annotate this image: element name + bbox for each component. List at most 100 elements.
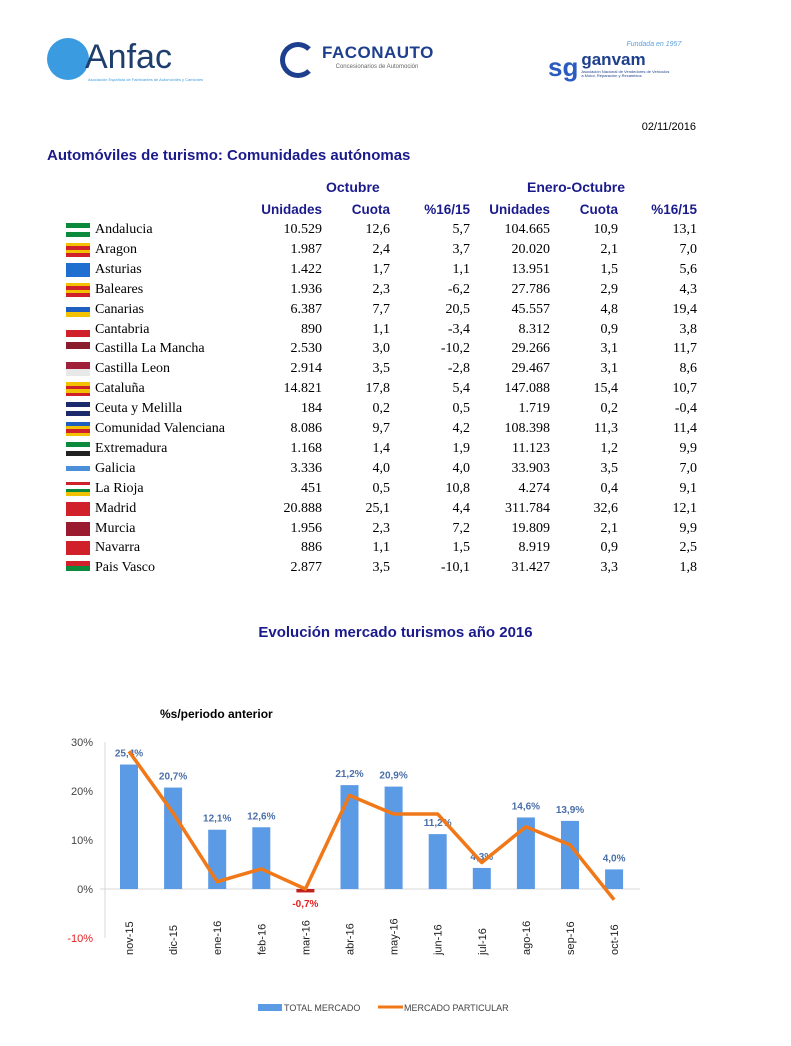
bar-total-mercado [428, 834, 447, 889]
legend-swatch-total-mercado [258, 1004, 282, 1011]
region-flag-icon [66, 481, 90, 496]
cell-unidades: 6.387 [290, 301, 323, 317]
cell-cuota: 3,1 [600, 361, 619, 377]
cell-pct16-15: -3,4 [447, 321, 470, 337]
cell-unidades: 33.903 [511, 460, 551, 476]
bar-total-mercado [472, 867, 491, 889]
cell-cuota: 12,6 [365, 222, 391, 237]
x-tick-label: feb-16 [256, 924, 268, 955]
cell-pct16-15: 7,0 [679, 460, 698, 476]
cell-cuota: 32,6 [593, 500, 619, 516]
bar-total-mercado [561, 820, 579, 889]
region-flag-icon [66, 262, 90, 277]
region-name: Extremadura [95, 440, 168, 456]
cell-cuota: 0,9 [600, 321, 619, 337]
x-tick-label: may-16 [389, 918, 401, 955]
cell-unidades: 11.123 [512, 440, 550, 456]
page-title: Automóviles de turismo: Comunidades autó… [47, 147, 411, 164]
region-flag-icon [66, 541, 90, 556]
ganvam-emblem-icon: sg [548, 52, 579, 82]
cell-cuota: 2,1 [600, 520, 619, 536]
region-name: Navarra [95, 540, 141, 556]
cell-unidades: 147.088 [504, 381, 551, 397]
column-header: %16/15 [651, 202, 697, 217]
cell-unidades: 31.427 [511, 560, 551, 576]
table-row: Comunidad Valenciana 8.086 9,7 4,2 108.398 11… [66, 419, 706, 439]
region-flag-icon [66, 561, 90, 576]
cell-pct16-15: 12,1 [672, 500, 698, 516]
faconauto-logo-text: FACONAUTO [322, 43, 434, 62]
region-flag-icon [66, 402, 90, 417]
cell-cuota: 3,0 [372, 341, 391, 357]
region-name: Castilla Leon [95, 361, 171, 377]
cell-cuota: 3,3 [600, 560, 619, 576]
cell-cuota: 1,7 [372, 261, 391, 277]
cell-cuota: 3,5 [372, 560, 391, 576]
table-row: Baleares 1.936 2,3 -6,2 27.786 2,9 4,3 [66, 280, 706, 300]
region-name: Ceuta y Melilla [95, 401, 183, 417]
cell-pct16-15: 4,2 [452, 421, 471, 436]
cell-pct16-15: 3,8 [679, 321, 698, 337]
region-name: Pais Vasco [95, 560, 156, 576]
cell-pct16-15: 10,8 [445, 480, 471, 496]
table-row: La Rioja 451 0,5 10,8 4.274 0,4 9,1 [66, 479, 706, 499]
data-label: 14,6% [512, 801, 540, 812]
ganvam-founded-text: Fundada en 1957 [626, 41, 682, 48]
cell-pct16-15: 11,4 [673, 421, 697, 436]
cell-pct16-15: 1,9 [452, 440, 471, 456]
data-label: 21,2% [335, 769, 363, 780]
bar-total-mercado [252, 827, 271, 889]
cell-pct16-15: 9,9 [679, 440, 698, 456]
data-label: 4,0% [603, 853, 626, 864]
table-row: Andalucia 10.529 12,6 5,7 104.665 10,9 13,1 [66, 220, 706, 240]
region-flag-icon [66, 342, 90, 357]
chart-subtitle: %s/periodo anterior [160, 707, 273, 721]
y-tick-label: -10% [67, 933, 93, 945]
cell-unidades: 311.784 [505, 500, 550, 516]
cell-unidades: 890 [301, 321, 322, 337]
cell-unidades: 13.951 [511, 261, 551, 277]
cell-pct16-15: 5,4 [452, 381, 471, 397]
table-row: Ceuta y Melilla 184 0,2 0,5 1.719 0,2 -0,4 [66, 399, 706, 419]
cell-cuota: 1,5 [600, 261, 619, 277]
x-tick-label: ago-16 [521, 921, 533, 955]
cell-pct16-15: 3,7 [452, 241, 471, 257]
cell-pct16-15: 1,5 [452, 540, 471, 556]
cell-cuota: 10,9 [593, 222, 619, 237]
group-header-enero-octubre: Enero-Octubre [527, 179, 626, 195]
line-mercado-particular [127, 750, 616, 901]
cell-cuota: 2,3 [372, 520, 391, 536]
cell-cuota: 4,0 [372, 460, 391, 476]
cell-pct16-15: 8,6 [679, 361, 698, 377]
region-flag-icon [66, 501, 90, 516]
cell-pct16-15: 0,5 [452, 401, 471, 417]
cell-pct16-15: -10,1 [440, 560, 470, 576]
bar-total-mercado [120, 764, 138, 889]
faconauto-emblem-icon [280, 42, 316, 78]
data-label: 4,3% [470, 852, 493, 863]
anfac-logo-subtitle: Asociación Española de Fabricantes de Au… [88, 77, 204, 82]
cell-pct16-15: 20,5 [445, 301, 471, 317]
region-flag-icon [66, 422, 90, 436]
cell-cuota: 2,4 [372, 241, 391, 257]
data-label: 12,1% [203, 814, 231, 825]
cell-unidades: 184 [301, 401, 322, 417]
cell-unidades: 1.987 [290, 241, 323, 257]
region-flag-icon [66, 461, 90, 476]
data-label: -0,7% [292, 899, 318, 910]
region-flag-icon [66, 382, 90, 397]
x-tick-label: nov-15 [124, 921, 136, 955]
cell-unidades: 8.086 [290, 421, 323, 436]
cell-unidades: 2.877 [290, 560, 323, 576]
table-row: Pais Vasco 2.877 3,5 -10,1 31.427 3,3 1,8 [66, 558, 706, 578]
faconauto-logo-subtitle: Concesionarios de Automoción [335, 64, 419, 70]
x-tick-label: jul-16 [477, 928, 489, 956]
cell-cuota: 1,4 [372, 440, 391, 456]
data-label: 13,9% [556, 805, 584, 816]
cell-unidades: 1.936 [290, 281, 323, 297]
cell-pct16-15: 1,8 [679, 560, 698, 576]
chart-title: Evolución mercado turismos año 2016 [258, 624, 533, 641]
cell-unidades: 29.266 [511, 341, 551, 357]
cell-unidades: 1.956 [290, 520, 323, 536]
x-tick-label: sep-16 [565, 921, 577, 955]
